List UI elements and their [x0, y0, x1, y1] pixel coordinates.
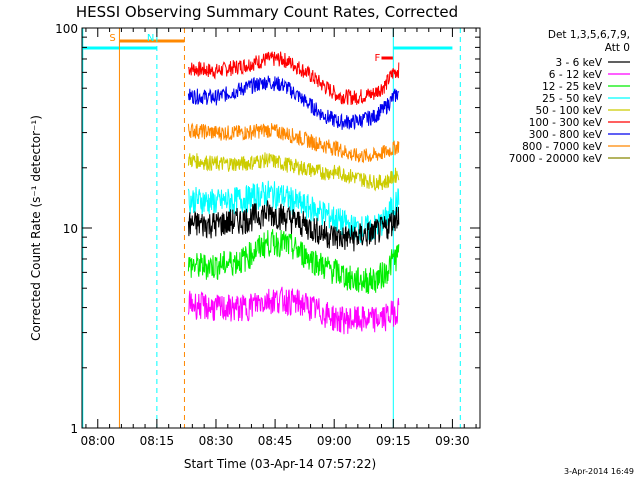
series-6-line	[187, 229, 400, 294]
y-tick-label: 1	[70, 422, 78, 436]
x-tick-label: 09:15	[376, 434, 411, 448]
series-1-line	[187, 75, 400, 131]
marker-F-label: F	[375, 53, 381, 64]
axes: 08:00 08:15 08:30 08:45 09:00 09:15 09:30 1 10 10…	[55, 22, 481, 448]
x-tick-label: 09:00	[317, 434, 352, 448]
series-7-line	[187, 286, 400, 335]
series-3-line	[187, 152, 400, 192]
legend-entry-label: 6 - 12 keV	[549, 69, 603, 81]
series-5-line	[187, 200, 400, 252]
marker-S-label: S	[109, 33, 115, 44]
y-tick-label: 100	[55, 22, 78, 36]
x-tick-label: 08:45	[258, 434, 293, 448]
x-tick-label: 08:00	[80, 434, 115, 448]
legend-entry-label: 800 - 7000 keV	[522, 141, 603, 153]
legend-entry-label: 300 - 800 keV	[529, 129, 603, 141]
legend-entry-label: 7000 - 20000 keV	[509, 153, 603, 165]
marker-N-label: N	[147, 33, 154, 44]
legend-entry-label: 25 - 50 keV	[542, 93, 603, 105]
legend-entry-label: 3 - 6 keV	[555, 57, 602, 69]
y-tick-label: 10	[63, 222, 78, 236]
plot-area: S N F	[82, 28, 461, 428]
legend-header-attenuator: Att 0	[605, 42, 630, 54]
x-tick-label: 09:30	[435, 434, 470, 448]
legend-entry-label: 100 - 300 keV	[529, 117, 603, 129]
series-2-line	[187, 122, 400, 164]
legend-header-detectors: Det 1,3,5,6,7,9,	[548, 29, 630, 41]
y-axis-label: Corrected Count Rate (s⁻¹ detector⁻¹)	[29, 115, 43, 341]
timestamp: 3-Apr-2014 16:49	[564, 467, 634, 476]
series-0-line	[187, 51, 400, 105]
x-tick-label: 08:15	[140, 434, 175, 448]
legend-entry-label: 50 - 100 keV	[535, 105, 602, 117]
legend-entry-label: 12 - 25 keV	[542, 81, 603, 93]
x-tick-label: 08:30	[199, 434, 234, 448]
x-axis-label: Start Time (03-Apr-14 07:57:22)	[184, 457, 376, 471]
chart-title: HESSI Observing Summary Count Rates, Cor…	[76, 3, 458, 21]
